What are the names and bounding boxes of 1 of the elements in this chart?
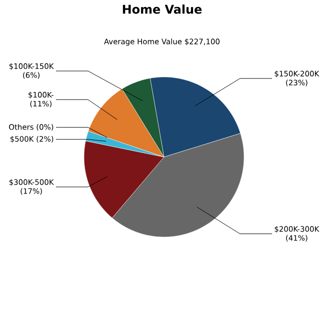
chart-title: Home Value bbox=[122, 4, 202, 14]
